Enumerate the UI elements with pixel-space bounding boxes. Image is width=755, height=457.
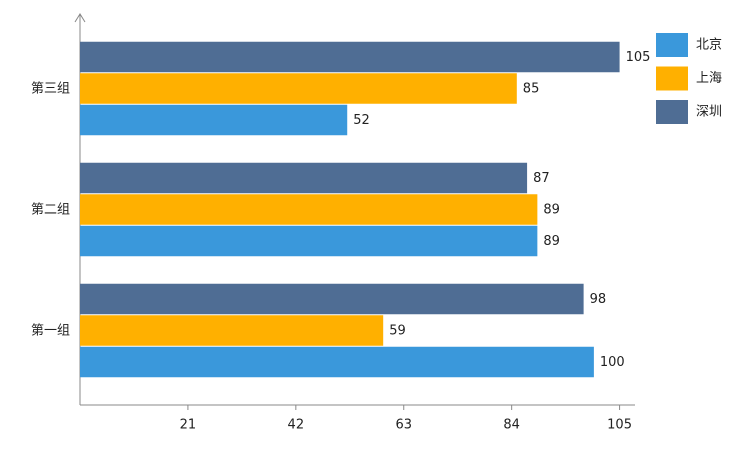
data-label: 89 [543,234,560,249]
bar [80,346,594,378]
bar [80,225,538,257]
data-label: 87 [533,171,550,186]
legend-swatch [656,33,688,57]
legend-label: 深圳 [696,105,722,120]
legend-swatch [656,100,688,124]
bar [80,194,538,225]
bar [80,73,517,104]
y-tick-label: 第一组 [31,324,70,339]
data-label: 98 [590,292,607,307]
x-tick-label: 42 [288,418,305,433]
x-tick-label: 21 [180,418,197,433]
bar [80,104,348,136]
legend-label: 北京 [696,38,722,53]
legend-label: 上海 [696,71,722,86]
y-axis-arrow [74,13,86,23]
bar [80,283,584,315]
bar [80,41,620,73]
data-label: 100 [600,355,625,370]
y-tick-label: 第二组 [31,203,70,218]
x-tick-label: 84 [503,418,520,433]
legend-swatch [656,66,688,91]
data-label: 85 [523,82,540,97]
y-tick-label: 第三组 [31,82,70,97]
data-label: 59 [389,324,406,339]
x-tick-label: 63 [395,418,412,433]
bar [80,162,528,194]
data-label: 89 [543,203,560,218]
data-label: 105 [626,50,651,65]
data-label: 52 [353,113,370,128]
bar [80,315,384,346]
x-tick-label: 105 [607,418,632,433]
